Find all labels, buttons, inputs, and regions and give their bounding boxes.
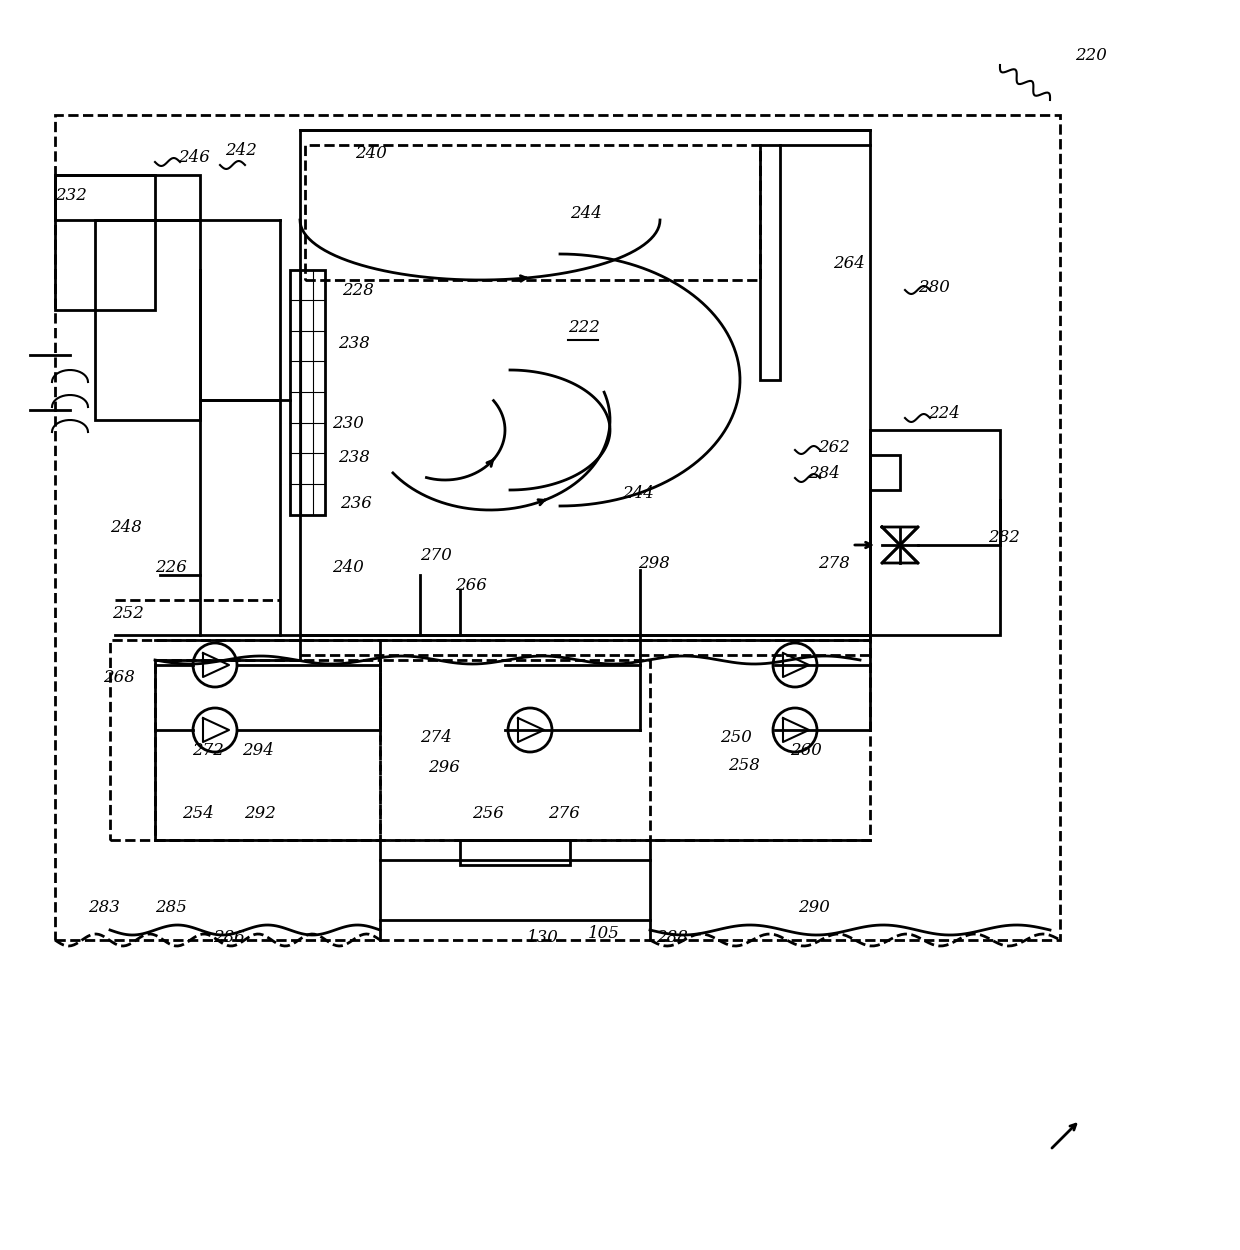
Text: 230: 230 <box>332 415 363 432</box>
Text: 256: 256 <box>472 805 503 822</box>
Text: 268: 268 <box>103 669 135 686</box>
Text: 260: 260 <box>790 742 822 759</box>
Text: 226: 226 <box>155 559 187 576</box>
Text: 266: 266 <box>455 578 487 594</box>
Text: 283: 283 <box>88 899 120 916</box>
Bar <box>460 840 570 865</box>
Text: 288: 288 <box>656 929 688 946</box>
Bar <box>55 115 1060 940</box>
Text: 276: 276 <box>548 805 580 822</box>
Text: 224: 224 <box>928 405 960 422</box>
Bar <box>870 455 900 490</box>
Text: 280: 280 <box>918 279 950 296</box>
Bar <box>379 860 650 920</box>
Bar <box>55 175 155 310</box>
Text: 284: 284 <box>808 465 839 482</box>
Text: 272: 272 <box>192 742 224 759</box>
Text: 240: 240 <box>332 559 363 576</box>
Text: 244: 244 <box>622 485 653 502</box>
Text: 130: 130 <box>527 929 559 946</box>
Bar <box>155 660 379 840</box>
Text: 222: 222 <box>568 319 600 336</box>
Text: 105: 105 <box>588 925 620 942</box>
Text: 292: 292 <box>244 805 275 822</box>
Text: 254: 254 <box>182 805 213 822</box>
Text: 244: 244 <box>570 205 601 222</box>
Text: 246: 246 <box>179 149 210 166</box>
Text: 285: 285 <box>155 899 187 916</box>
Bar <box>870 430 999 635</box>
Text: 238: 238 <box>339 449 370 466</box>
Text: 278: 278 <box>818 555 849 572</box>
Text: 270: 270 <box>420 548 451 564</box>
Bar <box>55 175 200 220</box>
Text: 250: 250 <box>720 729 751 746</box>
Text: 240: 240 <box>355 145 387 162</box>
Text: 258: 258 <box>728 758 760 774</box>
Text: 220: 220 <box>1075 48 1107 64</box>
Text: 262: 262 <box>818 439 849 456</box>
Text: 264: 264 <box>833 255 864 272</box>
Text: 242: 242 <box>224 142 257 159</box>
Text: 248: 248 <box>110 519 141 536</box>
Text: 232: 232 <box>55 188 87 204</box>
Text: 286: 286 <box>213 929 244 946</box>
Text: 290: 290 <box>799 899 830 916</box>
Bar <box>95 220 200 420</box>
Text: 238: 238 <box>339 335 370 352</box>
Bar <box>300 130 870 635</box>
Text: 228: 228 <box>342 282 374 299</box>
Text: 298: 298 <box>639 555 670 572</box>
Text: 294: 294 <box>242 742 274 759</box>
Bar <box>760 145 780 380</box>
Bar <box>110 640 870 840</box>
Bar <box>290 270 325 515</box>
Text: 274: 274 <box>420 729 451 746</box>
Bar <box>379 660 650 840</box>
Text: 252: 252 <box>112 605 144 622</box>
Text: 222: 222 <box>568 319 600 336</box>
Text: 236: 236 <box>340 495 372 512</box>
Bar <box>305 145 760 280</box>
Text: 282: 282 <box>988 529 1019 546</box>
Text: 296: 296 <box>428 759 460 776</box>
